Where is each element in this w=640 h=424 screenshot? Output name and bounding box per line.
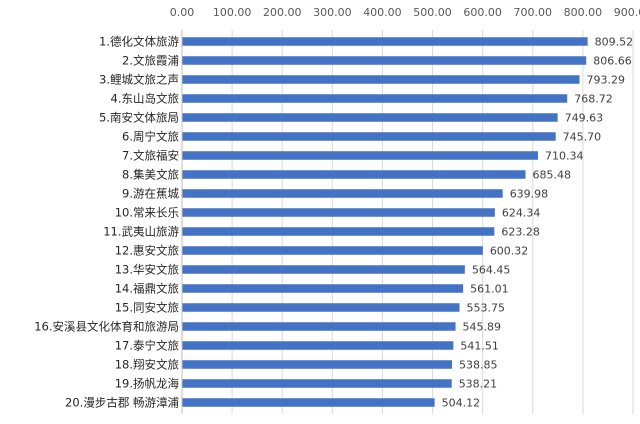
- bar: [182, 265, 465, 274]
- data-label: 504.12: [442, 397, 481, 410]
- data-label: 685.48: [533, 169, 572, 182]
- category-label: 7.文旅福安: [122, 149, 179, 163]
- bar: [182, 208, 495, 217]
- x-tick-label: 100.00: [213, 6, 252, 19]
- x-tick-label: 600.00: [463, 6, 502, 19]
- data-label: 745.70: [563, 131, 602, 144]
- data-label: 541.51: [460, 340, 499, 353]
- data-label: 768.72: [574, 93, 613, 106]
- category-label: 1.德化文体旅游: [99, 35, 179, 49]
- x-tick-label: 0.00: [170, 6, 195, 19]
- bar: [182, 151, 538, 160]
- category-label: 10.常来长乐: [115, 206, 180, 220]
- gridlines: [231, 30, 634, 414]
- category-label: 17.泰宁文旅: [115, 339, 180, 353]
- bars: [182, 37, 588, 407]
- bar: [182, 75, 580, 84]
- category-label: 18.翔安文旅: [115, 358, 180, 372]
- category-label: 15.同安文旅: [115, 301, 180, 315]
- x-tick-label: 200.00: [263, 6, 302, 19]
- data-label: 809.52: [595, 36, 634, 49]
- value-labels: 809.52 806.66 793.29 768.72 749.63 745.70 710.…: [442, 36, 634, 410]
- data-label: 749.63: [565, 112, 604, 125]
- bar: [182, 94, 568, 103]
- category-label: 4.东山岛文旅: [111, 92, 180, 106]
- category-label: 3.鲤城文旅之声: [99, 73, 179, 87]
- bar: [182, 56, 587, 65]
- category-label: 14.福鼎文旅: [115, 282, 180, 296]
- category-label: 13.华安文旅: [115, 263, 180, 277]
- category-label: 12.惠安文旅: [115, 244, 180, 258]
- category-label: 20.漫步古郡 畅游漳浦: [65, 396, 179, 410]
- bar: [182, 170, 526, 179]
- bar: [182, 113, 558, 122]
- bar: [182, 37, 588, 46]
- data-label: 600.32: [490, 245, 529, 258]
- data-label: 710.34: [545, 150, 584, 163]
- category-label: 16.安溪县文化体育和旅游局: [34, 320, 179, 334]
- bar: [182, 379, 452, 388]
- bar: [182, 322, 456, 331]
- data-label: 561.01: [470, 283, 509, 296]
- bar: [182, 341, 454, 350]
- category-label: 2.文旅霞浦: [122, 54, 179, 68]
- data-label: 538.21: [459, 378, 498, 391]
- x-tick-label: 700.00: [514, 6, 553, 19]
- category-label: 6.周宁文旅: [122, 130, 179, 144]
- x-tick-label: 900.00: [614, 6, 640, 19]
- data-label: 793.29: [587, 74, 626, 87]
- data-label: 538.85: [459, 359, 498, 372]
- data-label: 639.98: [510, 188, 548, 201]
- bar: [182, 227, 495, 236]
- bar: [182, 303, 460, 312]
- data-label: 545.89: [463, 321, 502, 334]
- category-label: 8.集美文旅: [122, 168, 179, 182]
- category-label: 5.南安文体旅局: [99, 111, 179, 125]
- data-label: 806.66: [593, 55, 632, 68]
- x-tick-label: 300.00: [313, 6, 352, 19]
- category-label: 9.游在蕉城: [122, 187, 179, 201]
- category-labels: 1.德化文体旅游 2.文旅霞浦 3.鲤城文旅之声 4.东山岛文旅 5.南安文体旅局 6.周…: [34, 35, 179, 410]
- x-axis-ticks: 0.00 100.00 200.00 300.00 400.00 500.00 600.00…: [170, 6, 640, 19]
- data-label: 623.28: [501, 226, 540, 239]
- bar: [182, 132, 556, 141]
- x-tick-label: 400.00: [363, 6, 402, 19]
- x-tick-label: 800.00: [564, 6, 603, 19]
- category-label: 19.扬帆龙海: [115, 377, 180, 391]
- bar: [182, 398, 435, 407]
- category-label: 11.武夷山旅游: [103, 225, 179, 239]
- bar: [182, 246, 483, 255]
- data-label: 624.34: [502, 207, 541, 220]
- bar: [182, 189, 503, 198]
- x-tick-label: 500.00: [413, 6, 452, 19]
- bar: [182, 284, 464, 293]
- bar: [182, 360, 453, 369]
- data-label: 553.75: [466, 302, 505, 315]
- data-label: 564.45: [472, 264, 511, 277]
